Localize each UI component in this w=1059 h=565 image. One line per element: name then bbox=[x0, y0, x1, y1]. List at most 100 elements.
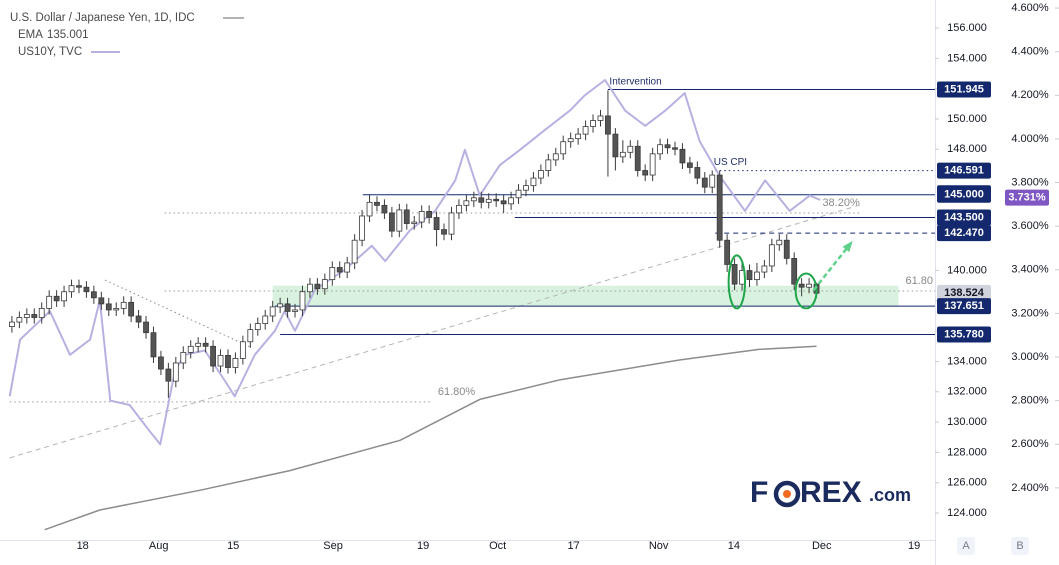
candle-body bbox=[448, 212, 455, 235]
level-label: 151.945 bbox=[944, 83, 984, 95]
candle-body bbox=[694, 167, 701, 179]
candle-body bbox=[508, 197, 514, 205]
fib-label: 61.80% bbox=[438, 386, 476, 398]
legend-label: US10Y, TVC bbox=[18, 46, 82, 58]
level-badge bbox=[937, 225, 991, 242]
candle-body bbox=[679, 148, 686, 164]
candle-body bbox=[128, 301, 135, 317]
candle-body bbox=[61, 291, 67, 302]
level-label: 137.651 bbox=[944, 300, 984, 312]
y-tick-label: 130.000 bbox=[947, 416, 987, 428]
logo-text: F bbox=[750, 476, 768, 509]
candle-body bbox=[374, 201, 380, 206]
overlay: U.S. Dollar / Japanese Yen, 1D, IDC EMA … bbox=[10, 12, 1029, 555]
candle-body bbox=[38, 308, 45, 318]
x-tick-label: 18 bbox=[77, 540, 89, 552]
candle-body bbox=[478, 197, 485, 203]
level-badge bbox=[937, 81, 991, 98]
candle-body bbox=[590, 120, 596, 127]
candle-body bbox=[761, 265, 768, 273]
y-tick-label: 124.000 bbox=[947, 507, 987, 519]
candle-body bbox=[180, 351, 187, 364]
logo-icon bbox=[783, 490, 791, 498]
candle-body bbox=[776, 239, 783, 246]
level-badge bbox=[937, 326, 991, 343]
level-badge bbox=[937, 162, 991, 179]
candle-body bbox=[582, 126, 589, 135]
x-tick-label: Dec bbox=[812, 540, 832, 552]
candle-body bbox=[441, 229, 447, 235]
candle-body bbox=[493, 198, 500, 202]
scale-button[interactable] bbox=[1011, 537, 1029, 555]
candle-body bbox=[634, 145, 641, 171]
y2-tick-label: 2.800% bbox=[1011, 395, 1049, 407]
y2-tick-label: 4.200% bbox=[1011, 89, 1049, 101]
candle-body bbox=[329, 267, 336, 281]
candle-body bbox=[314, 283, 321, 290]
fib-label: 38.20% bbox=[822, 197, 860, 209]
candle-body bbox=[247, 329, 254, 343]
candle-body bbox=[165, 368, 172, 382]
candle-body bbox=[239, 341, 246, 359]
x-tick-label: Sep bbox=[323, 540, 343, 552]
candle-body bbox=[672, 147, 678, 150]
candle-body bbox=[619, 151, 626, 158]
candle-body bbox=[403, 209, 410, 224]
candle-body bbox=[307, 283, 313, 293]
y2-tick-label: 2.600% bbox=[1011, 438, 1049, 450]
y2-tick-label: 4.000% bbox=[1011, 133, 1049, 145]
y-tick-label: 132.000 bbox=[947, 386, 987, 398]
candle-body bbox=[806, 283, 812, 288]
y2-tick-label: 3.400% bbox=[1011, 264, 1049, 276]
candle-body bbox=[31, 314, 38, 318]
candle-body bbox=[381, 204, 388, 214]
candle-body bbox=[686, 162, 693, 168]
candle-body bbox=[225, 355, 231, 368]
candle-body bbox=[187, 345, 194, 353]
candle-body bbox=[731, 264, 738, 285]
candle-body bbox=[783, 239, 790, 259]
y-tick-label: 148.000 bbox=[947, 143, 987, 155]
candle-body bbox=[537, 170, 544, 179]
candle-body bbox=[530, 177, 537, 187]
y2-badge bbox=[1005, 189, 1049, 206]
candle-body bbox=[150, 332, 157, 358]
candle-body bbox=[113, 308, 120, 311]
y2-tick-label: 3.000% bbox=[1011, 351, 1049, 363]
candle-body bbox=[470, 197, 477, 202]
candle-body bbox=[284, 303, 291, 312]
candle-body bbox=[217, 355, 224, 367]
candle-body bbox=[16, 317, 23, 323]
logo-text: REX bbox=[800, 476, 862, 509]
candle-body bbox=[262, 315, 269, 324]
candle-body bbox=[68, 285, 75, 293]
candle-body bbox=[83, 286, 90, 293]
candle-body bbox=[98, 297, 105, 305]
x-tick-label: 14 bbox=[728, 540, 740, 552]
candle-body bbox=[76, 285, 82, 288]
candle-body bbox=[545, 159, 552, 171]
arrow-head bbox=[842, 240, 853, 253]
scale-button-label[interactable]: B bbox=[1016, 540, 1023, 552]
y-tick-label: 134.000 bbox=[947, 355, 987, 367]
candle-body bbox=[105, 303, 112, 311]
candle-body bbox=[336, 267, 343, 273]
legend-value: 135.001 bbox=[47, 29, 89, 41]
candle-body bbox=[709, 174, 716, 188]
candle-body bbox=[143, 321, 149, 334]
candle-body bbox=[292, 309, 298, 312]
y2-tick-label: 4.400% bbox=[1011, 46, 1049, 58]
candle-body bbox=[195, 342, 202, 347]
axes: 124.000 126.000 128.000 130.000 132.000 134.0… bbox=[77, 2, 1059, 552]
candle-body bbox=[724, 239, 731, 265]
candle-body bbox=[605, 115, 611, 135]
candle-body bbox=[642, 170, 649, 176]
series-line bbox=[44, 345, 817, 531]
scale-button[interactable] bbox=[957, 537, 975, 555]
scale-button-label[interactable]: A bbox=[962, 540, 970, 552]
candle-body bbox=[560, 141, 567, 155]
annotation: Intervention bbox=[609, 76, 661, 87]
y2-tick-label: 3.800% bbox=[1011, 176, 1049, 188]
candle-body bbox=[359, 215, 365, 241]
level-label: 135.780 bbox=[944, 328, 984, 340]
